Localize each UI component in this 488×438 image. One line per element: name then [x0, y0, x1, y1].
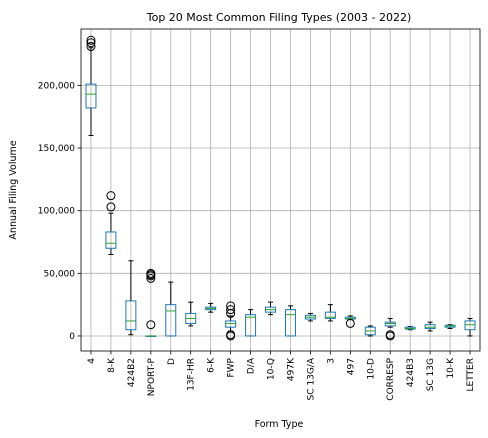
- iqr-box: [424, 324, 436, 329]
- x-tick-label: 424B2: [127, 358, 137, 387]
- box-13F-HR: [185, 301, 197, 327]
- box-497K: [284, 305, 296, 337]
- x-tick-label: 4: [87, 358, 97, 364]
- box-6-K: [205, 302, 217, 313]
- outlier-point: [146, 268, 156, 278]
- outlier-point: [226, 301, 236, 311]
- outlier-point: [106, 202, 116, 212]
- box-D/A: [245, 309, 257, 337]
- chart-title: Top 20 Most Common Filing Types (2003 - …: [146, 11, 412, 24]
- box-424B2: [125, 260, 137, 336]
- box-D: [165, 281, 177, 337]
- y-tick-label: 50,000: [44, 269, 76, 279]
- plot-frame: [80, 28, 481, 352]
- outlier-point: [226, 330, 236, 340]
- x-tick-label: 6-K: [207, 357, 217, 373]
- iqr-box: [384, 321, 396, 327]
- iqr-box: [85, 83, 97, 109]
- box-4: [85, 35, 97, 136]
- box-SC 13G: [424, 321, 436, 332]
- grid-layer: [81, 29, 480, 351]
- outlier-point: [345, 318, 355, 328]
- x-tick-label: 10-Q: [267, 358, 277, 380]
- axis-layer: 0 50,000 100,000 150,000 200,000 4 8-K 424B2 NPO…: [38, 28, 481, 401]
- y-tick-label: 200,000: [38, 81, 75, 91]
- outlier-point: [86, 35, 96, 45]
- outlier-point: [146, 273, 156, 283]
- box-497: [344, 315, 356, 328]
- x-tick-label: 8-K: [107, 357, 117, 373]
- box-10-D: [364, 325, 376, 337]
- outlier-point: [86, 42, 96, 52]
- iqr-box: [105, 231, 117, 249]
- x-tick-label: 497: [346, 358, 356, 375]
- x-axis-label: Form Type: [255, 419, 304, 430]
- box-10-Q: [265, 301, 277, 316]
- box-3: [324, 304, 336, 322]
- iqr-box: [245, 314, 257, 337]
- y-tick-label: 150,000: [38, 144, 75, 154]
- x-tick-label: 424B3: [406, 358, 416, 387]
- x-tick-label: D: [167, 358, 177, 365]
- x-tick-label: LETTER: [466, 358, 476, 391]
- box-424B3: [404, 326, 416, 331]
- box-NPORT-P: [145, 268, 157, 337]
- iqr-box: [225, 320, 237, 328]
- x-tick-label: D/A: [247, 357, 257, 374]
- x-tick-label: 10-K: [446, 357, 456, 379]
- outlier-point: [86, 38, 96, 48]
- x-tick-label: FWP: [227, 357, 237, 377]
- outlier-point: [385, 330, 395, 340]
- box-CORRESP: [384, 317, 396, 341]
- x-tick-label: 10-D: [366, 358, 376, 380]
- outlier-point: [146, 320, 156, 330]
- x-tick-label: 13F-HR: [187, 358, 197, 391]
- box-FWP: [225, 301, 237, 341]
- x-tick-label: 497K: [286, 357, 296, 381]
- y-tick-label: 0: [69, 332, 75, 342]
- plot-layer: [85, 35, 476, 341]
- iqr-box: [165, 304, 177, 337]
- box-8-K: [105, 191, 117, 256]
- outlier-point: [226, 305, 236, 315]
- x-tick-label: 3: [326, 358, 336, 364]
- outlier-point: [106, 191, 116, 201]
- iqr-box: [284, 309, 296, 337]
- box-10-K: [444, 324, 456, 329]
- x-tick-label: CORRESP: [386, 357, 396, 400]
- x-tick-label: SC 13G: [426, 358, 436, 391]
- box-LETTER: [464, 317, 476, 337]
- y-tick-label: 100,000: [38, 207, 75, 217]
- iqr-box: [324, 311, 336, 319]
- box-SC 13G/A: [304, 312, 316, 322]
- y-axis-label: Annual Filing Volume: [8, 140, 19, 239]
- iqr-box: [464, 320, 476, 331]
- x-tick-label: SC 13G/A: [306, 357, 316, 400]
- x-tick-label: NPORT-P: [147, 357, 157, 396]
- iqr-box: [125, 300, 137, 331]
